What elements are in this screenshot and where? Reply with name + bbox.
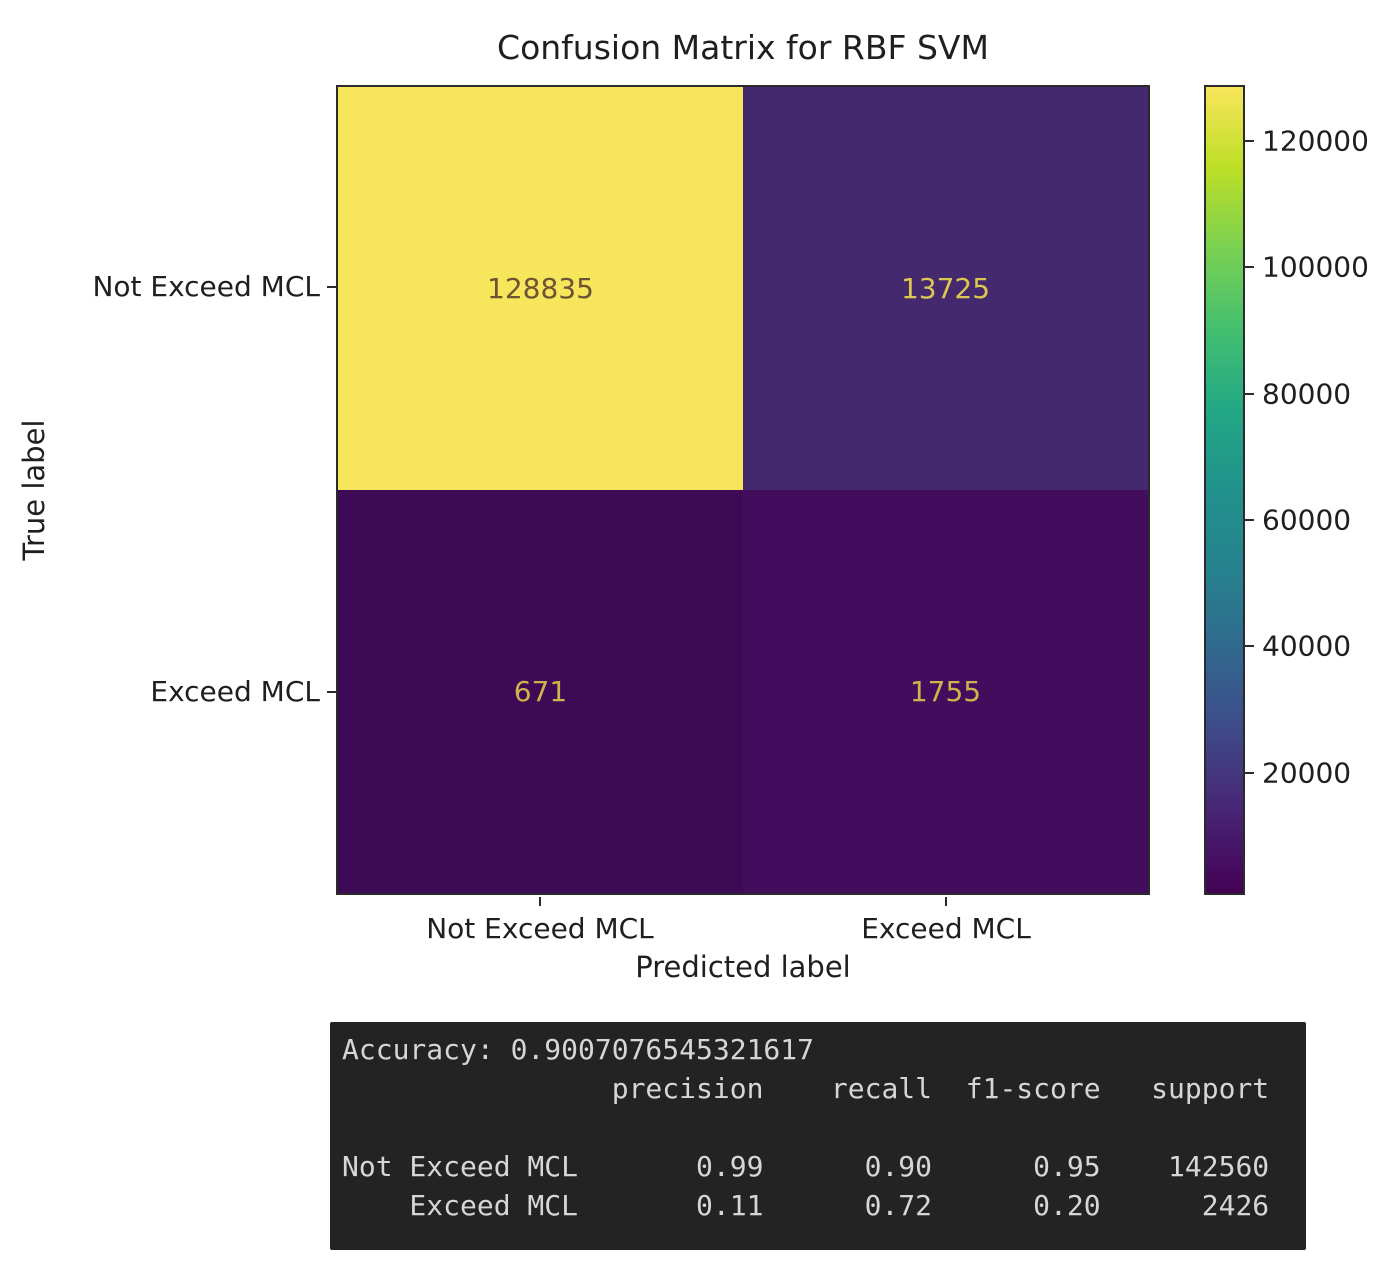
matrix-cell-fn: 671	[338, 490, 743, 893]
x-tick-mark	[539, 897, 541, 906]
chart-title: Confusion Matrix for RBF SVM	[497, 28, 989, 67]
colorbar-tick-labels: 20000 40000 60000 80000 100000 120000	[1262, 85, 1382, 895]
colorbar-tick-label: 100000	[1262, 250, 1369, 284]
y-tick-label: Not Exceed MCL	[92, 270, 320, 303]
confusion-matrix-heatmap: 128835 13725 671 1755	[336, 85, 1150, 895]
classification-report: Accuracy: 0.9007076545321617 precision r…	[342, 1033, 1270, 1222]
matrix-cell-tp: 1755	[743, 490, 1148, 893]
colorbar-tick-label: 40000	[1262, 629, 1352, 663]
y-axis-label: True label	[17, 419, 51, 561]
y-tick-mark	[327, 691, 336, 693]
colorbar-tick-mark	[1245, 645, 1254, 648]
matrix-cell-value: 1755	[909, 675, 982, 708]
matrix-cell-tn: 128835	[338, 87, 743, 490]
colorbar-tick-mark	[1245, 392, 1254, 395]
colorbar-tick-mark	[1245, 519, 1254, 522]
matrix-cell-value: 13725	[900, 272, 991, 305]
x-tick-label: Exceed MCL	[861, 912, 1031, 945]
colorbar-tick-label: 80000	[1262, 377, 1352, 411]
colorbar-tick-mark	[1245, 266, 1254, 269]
x-axis-label: Predicted label	[635, 950, 851, 984]
matrix-cell-value: 128835	[487, 272, 594, 305]
colorbar-tick-label: 120000	[1262, 124, 1369, 158]
y-tick-label: Exceed MCL	[150, 675, 320, 708]
x-tick-label: Not Exceed MCL	[426, 912, 654, 945]
colorbar	[1204, 85, 1245, 895]
terminal-output: Accuracy: 0.9007076545321617 precision r…	[330, 1022, 1306, 1250]
y-tick-mark	[327, 286, 336, 288]
matrix-cell-value: 671	[513, 675, 568, 708]
matrix-cell-fp: 13725	[743, 87, 1148, 490]
colorbar-tick-mark	[1245, 139, 1254, 142]
x-tick-mark	[945, 897, 947, 906]
colorbar-tick-label: 20000	[1262, 756, 1352, 790]
colorbar-tick-marks	[1245, 85, 1254, 895]
colorbar-tick-label: 60000	[1262, 503, 1352, 537]
colorbar-tick-mark	[1245, 771, 1254, 774]
